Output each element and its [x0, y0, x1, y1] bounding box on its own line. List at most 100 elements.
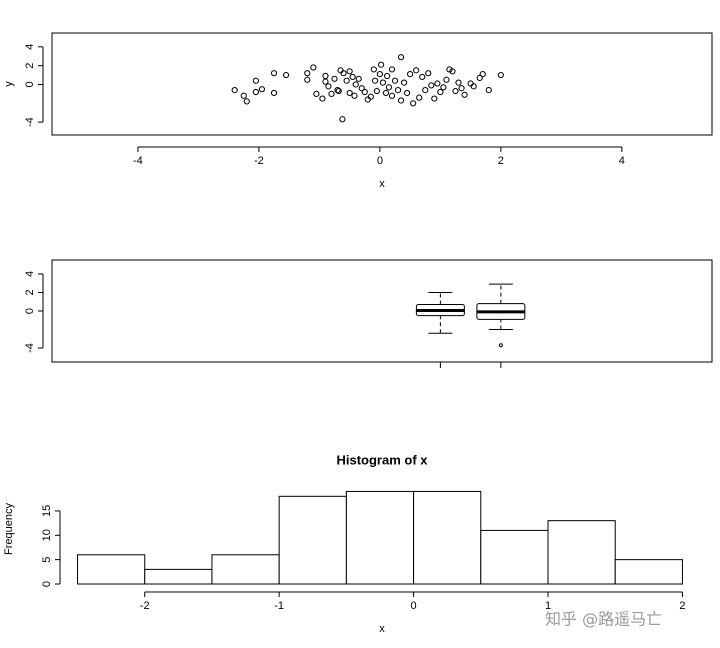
point — [476, 74, 483, 81]
point — [355, 75, 362, 82]
x-tick-label: -2 — [254, 155, 264, 167]
point — [425, 70, 432, 77]
point — [479, 71, 486, 78]
point — [283, 71, 290, 79]
point — [361, 88, 368, 96]
y-tick-label: 0 — [24, 81, 36, 87]
point — [322, 72, 329, 80]
point — [240, 92, 247, 99]
point — [440, 84, 447, 91]
point — [370, 66, 377, 73]
y-tick-label: 0 — [41, 581, 53, 587]
point — [339, 116, 346, 123]
point — [331, 75, 338, 82]
point — [400, 79, 408, 86]
point — [346, 68, 353, 75]
y-axis-label: y — [3, 81, 15, 87]
point — [371, 77, 379, 84]
point — [452, 87, 459, 95]
y-tick-label: 2 — [24, 289, 36, 295]
point — [379, 79, 387, 86]
point — [358, 85, 365, 92]
point — [485, 87, 492, 94]
x-tick-label: 4 — [619, 155, 625, 167]
point — [252, 77, 259, 84]
point — [410, 100, 417, 107]
x-tick-label: 2 — [498, 155, 504, 167]
point — [270, 70, 278, 77]
point — [428, 82, 435, 89]
point — [313, 90, 320, 97]
point — [391, 77, 399, 84]
x-tick-label: -4 — [133, 155, 143, 167]
y-axis-label: Frequency — [3, 503, 15, 555]
chart-title: Histogram of x — [336, 452, 428, 467]
plot-frame — [51, 32, 713, 136]
bar — [345, 490, 415, 585]
bar — [413, 490, 482, 585]
point — [270, 89, 278, 97]
x-tick-label: -1 — [274, 600, 284, 612]
point — [258, 86, 266, 93]
point — [352, 81, 359, 88]
watermark: 知乎 @路遥马亡 — [545, 610, 662, 629]
point — [252, 88, 259, 96]
point — [470, 83, 477, 90]
point — [377, 61, 385, 68]
y-tick-label: 5 — [41, 557, 53, 563]
bar — [211, 554, 280, 585]
plot-frame — [51, 259, 713, 363]
y-tick-label: 15 — [41, 505, 53, 517]
x-tick-label: 1 — [545, 600, 551, 612]
point — [243, 98, 250, 105]
point — [346, 89, 353, 97]
y-tick-label: -4 — [24, 117, 36, 127]
point — [319, 95, 326, 102]
point — [325, 83, 332, 90]
point — [416, 94, 423, 101]
point — [322, 78, 329, 85]
point — [437, 88, 444, 96]
point — [304, 76, 311, 83]
point — [449, 68, 456, 75]
point — [497, 71, 504, 79]
point — [388, 92, 396, 99]
point — [231, 87, 238, 94]
y-tick-label: 4 — [24, 271, 36, 277]
point — [413, 67, 420, 74]
point — [455, 79, 462, 86]
point — [419, 73, 426, 81]
point — [388, 66, 396, 73]
point — [397, 97, 405, 104]
point — [397, 54, 405, 61]
x-tick-label: -2 — [140, 600, 150, 612]
point — [351, 92, 358, 99]
point — [328, 90, 335, 97]
y-tick-label: -4 — [24, 343, 36, 353]
x-tick-label: 2 — [679, 600, 685, 612]
y-tick-label: 4 — [24, 44, 36, 50]
point — [446, 66, 453, 73]
point — [376, 71, 383, 78]
point — [349, 73, 356, 81]
point — [367, 93, 374, 100]
point — [422, 87, 429, 94]
x-tick-label: 0 — [411, 600, 417, 612]
x-tick-label: 0 — [377, 155, 383, 167]
point — [384, 72, 391, 80]
y-tick-label: 0 — [24, 308, 36, 314]
bar — [480, 529, 549, 585]
point — [443, 76, 450, 83]
point — [373, 87, 380, 95]
point — [340, 70, 347, 77]
point — [394, 87, 402, 94]
point — [407, 71, 414, 78]
bar — [614, 559, 683, 585]
outlier — [498, 343, 503, 348]
bar — [77, 554, 146, 585]
point — [334, 87, 341, 94]
bar — [547, 520, 616, 585]
point — [431, 95, 438, 102]
x-axis-label: x — [379, 178, 385, 190]
